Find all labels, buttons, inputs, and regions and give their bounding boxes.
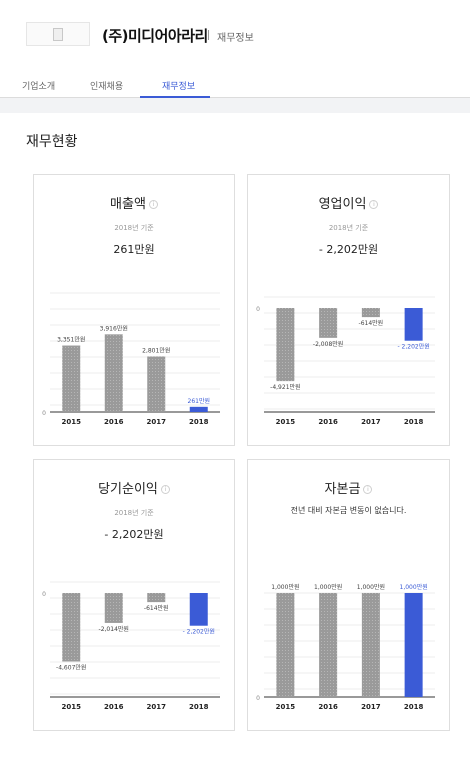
bar-2015	[276, 593, 295, 697]
zero-tick-label: 0	[256, 306, 260, 313]
active-tab-indicator	[140, 96, 210, 98]
operating-income-chart: 0 -4,921만원 2015 -2,008만원 2016 -614만원 2017 - 2,2…	[256, 296, 435, 426]
card-basis: 2018년 기준	[328, 224, 369, 232]
x-tick-label: 2015	[62, 703, 82, 711]
info-icon[interactable]: i	[160, 485, 170, 494]
info-icon[interactable]: i	[363, 485, 373, 494]
bar-2018	[404, 308, 423, 341]
data-label: 3,916만원	[100, 324, 128, 332]
data-label: -614만원	[144, 604, 169, 612]
header-divider	[208, 30, 209, 40]
data-label: -2,014만원	[99, 625, 129, 633]
company-name[interactable]: (주)미디어아라리	[102, 27, 208, 45]
tab-recruitment[interactable]: 인재채용	[90, 82, 124, 92]
capital-card: 자본금 i 전년 대비 자본금 변동이 없습니다. 0 1,000만원 2015 1,0…	[247, 459, 450, 731]
data-label: - 2,202만원	[183, 628, 215, 636]
bar-2017	[361, 593, 380, 697]
data-label: 1,000만원	[314, 583, 342, 591]
bar-2015	[62, 345, 81, 412]
bar-2017	[147, 593, 166, 603]
x-tick-label: 2018	[189, 703, 209, 711]
net-income-card: 당기순이익 i 2018년 기준 - 2,202만원 0 -4,607만원 2015 -…	[33, 459, 235, 731]
zero-tick-label: 0	[42, 591, 46, 598]
card-title: 매출액 i	[34, 193, 234, 212]
section-title: 재무현황	[26, 134, 78, 150]
x-tick-label: 2017	[147, 703, 167, 711]
tab-bar: 기업소개 인재채용 재무정보	[0, 70, 470, 98]
data-label: 1,000만원	[400, 583, 428, 591]
x-tick-label: 2015	[62, 418, 82, 426]
bar-2016	[104, 334, 123, 412]
card-basis: 2018년 기준	[114, 509, 154, 517]
company-logo	[26, 22, 90, 46]
bar-2016	[319, 308, 338, 338]
net-income-chart: 0 -4,607만원 2015 -2,014만원 2016 -614만원 2017 - 2,2…	[42, 581, 220, 711]
header-subtitle: 재무정보	[217, 33, 254, 44]
x-tick-label: 2016	[104, 418, 124, 426]
card-value: 261만원	[113, 243, 155, 256]
card-note: 전년 대비 자본금 변동이 없습니다.	[290, 506, 407, 515]
x-tick-label: 2015	[276, 418, 296, 426]
bar-2017	[361, 308, 380, 318]
data-label: 261만원	[188, 397, 211, 405]
zero-tick-label: 0	[256, 695, 260, 702]
bar-2016	[319, 593, 338, 697]
revenue-card: 매출액 i 2018년 기준 261만원 0 3,351만원 2015 3,916만원 2…	[33, 174, 235, 446]
x-tick-label: 2017	[147, 418, 167, 426]
zero-tick-label: 0	[42, 410, 46, 417]
x-tick-label: 2015	[276, 703, 296, 711]
data-label: -614만원	[359, 319, 384, 327]
bar-2018	[189, 406, 208, 412]
card-title: 영업이익 i	[248, 193, 449, 212]
x-tick-label: 2017	[361, 703, 381, 711]
x-tick-label: 2016	[104, 703, 124, 711]
data-label: -2,008만원	[313, 340, 343, 348]
info-icon[interactable]: i	[148, 200, 158, 209]
building-icon	[53, 28, 63, 41]
data-label: 1,000만원	[357, 583, 385, 591]
card-value: - 2,202만원	[318, 243, 379, 256]
x-tick-label: 2018	[404, 418, 424, 426]
company-header: (주)미디어아라리 재무정보	[0, 0, 470, 70]
tab-company-intro[interactable]: 기업소개	[22, 82, 56, 92]
x-tick-label: 2017	[361, 418, 381, 426]
main-content: 재무현황 매출액 i 2018년 기준 261만원 0 3,351만원 2015 3,9…	[0, 113, 470, 757]
bar-2016	[104, 593, 123, 623]
x-tick-label: 2016	[318, 703, 338, 711]
bar-2018	[404, 593, 423, 697]
revenue-chart: 0 3,351만원 2015 3,916만원 2016 2,801만원 2017 261만원 2…	[42, 292, 220, 426]
card-basis: 2018년 기준	[114, 224, 154, 232]
operating-income-card: 영업이익 i 2018년 기준 - 2,202만원 0 -4,921만원 2015 -2…	[247, 174, 450, 446]
data-label: 1,000만원	[271, 583, 299, 591]
card-title: 자본금 i	[248, 478, 449, 497]
tab-financial-info[interactable]: 재무정보	[162, 82, 196, 92]
bar-2018	[189, 593, 208, 626]
x-tick-label: 2016	[318, 418, 338, 426]
data-label: 3,351만원	[57, 336, 85, 344]
data-label: 2,801만원	[142, 346, 170, 354]
x-tick-label: 2018	[189, 418, 209, 426]
bar-2017	[147, 356, 166, 412]
card-title: 당기순이익 i	[34, 478, 234, 497]
info-icon[interactable]: i	[369, 200, 379, 209]
data-label: -4,921만원	[270, 383, 300, 391]
data-label: - 2,202만원	[397, 343, 429, 351]
card-value: - 2,202만원	[104, 528, 164, 541]
bar-2015	[276, 308, 295, 382]
capital-chart: 0 1,000만원 2015 1,000만원 2016 1,000만원 2017 1,000만…	[256, 583, 435, 711]
data-label: -4,607만원	[56, 663, 86, 671]
bar-2015	[62, 593, 81, 662]
x-tick-label: 2018	[404, 703, 424, 711]
